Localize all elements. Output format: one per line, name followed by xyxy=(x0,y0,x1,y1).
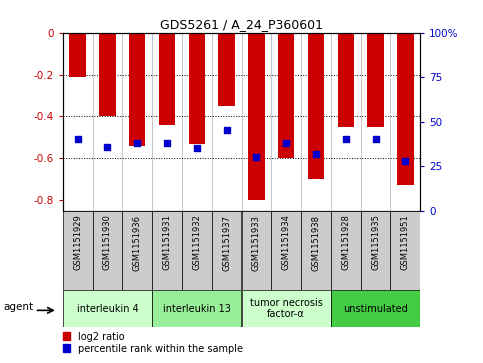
Bar xyxy=(189,33,205,144)
Title: GDS5261 / A_24_P360601: GDS5261 / A_24_P360601 xyxy=(160,19,323,32)
Point xyxy=(342,136,350,142)
Text: GSM1151933: GSM1151933 xyxy=(252,215,261,270)
Bar xyxy=(63,290,152,327)
Text: agent: agent xyxy=(3,302,33,312)
Bar xyxy=(301,211,331,290)
Point xyxy=(223,128,230,134)
Text: tumor necrosis
factor-α: tumor necrosis factor-α xyxy=(250,298,323,319)
Text: unstimulated: unstimulated xyxy=(343,303,408,314)
Bar xyxy=(361,211,390,290)
Bar xyxy=(70,33,86,77)
Bar xyxy=(278,33,294,158)
Text: GSM1151934: GSM1151934 xyxy=(282,215,291,270)
Text: interleukin 4: interleukin 4 xyxy=(77,303,138,314)
Text: GSM1151951: GSM1151951 xyxy=(401,215,410,270)
Text: GSM1151935: GSM1151935 xyxy=(371,215,380,270)
Bar xyxy=(338,33,354,127)
Point xyxy=(193,145,201,151)
Point xyxy=(163,140,171,146)
Point xyxy=(282,140,290,146)
Bar xyxy=(331,290,420,327)
Bar xyxy=(212,211,242,290)
Bar xyxy=(308,33,324,179)
Bar xyxy=(182,211,212,290)
Text: GSM1151938: GSM1151938 xyxy=(312,215,320,270)
Point xyxy=(312,151,320,156)
Bar xyxy=(159,33,175,125)
Bar xyxy=(99,33,115,117)
Bar xyxy=(93,211,122,290)
Text: GSM1151929: GSM1151929 xyxy=(73,215,82,270)
Bar xyxy=(397,33,413,185)
Text: GSM1151937: GSM1151937 xyxy=(222,215,231,270)
Point xyxy=(133,140,141,146)
Text: GSM1151932: GSM1151932 xyxy=(192,215,201,270)
Bar xyxy=(390,211,420,290)
Bar xyxy=(242,211,271,290)
Bar xyxy=(271,211,301,290)
Bar xyxy=(218,33,235,106)
Bar xyxy=(152,211,182,290)
Point xyxy=(372,136,380,142)
Point xyxy=(104,144,112,150)
Text: interleukin 13: interleukin 13 xyxy=(163,303,231,314)
Bar xyxy=(242,290,331,327)
Bar xyxy=(122,211,152,290)
Legend: log2 ratio, percentile rank within the sample: log2 ratio, percentile rank within the s… xyxy=(63,331,243,354)
Bar xyxy=(129,33,145,146)
Bar xyxy=(152,290,242,327)
Text: GSM1151931: GSM1151931 xyxy=(163,215,171,270)
Point xyxy=(253,154,260,160)
Text: GSM1151930: GSM1151930 xyxy=(103,215,112,270)
Point xyxy=(401,158,409,164)
Bar xyxy=(63,211,93,290)
Text: GSM1151936: GSM1151936 xyxy=(133,215,142,270)
Bar xyxy=(248,33,265,200)
Text: GSM1151928: GSM1151928 xyxy=(341,215,350,270)
Bar xyxy=(368,33,384,127)
Point xyxy=(74,136,82,142)
Bar xyxy=(331,211,361,290)
